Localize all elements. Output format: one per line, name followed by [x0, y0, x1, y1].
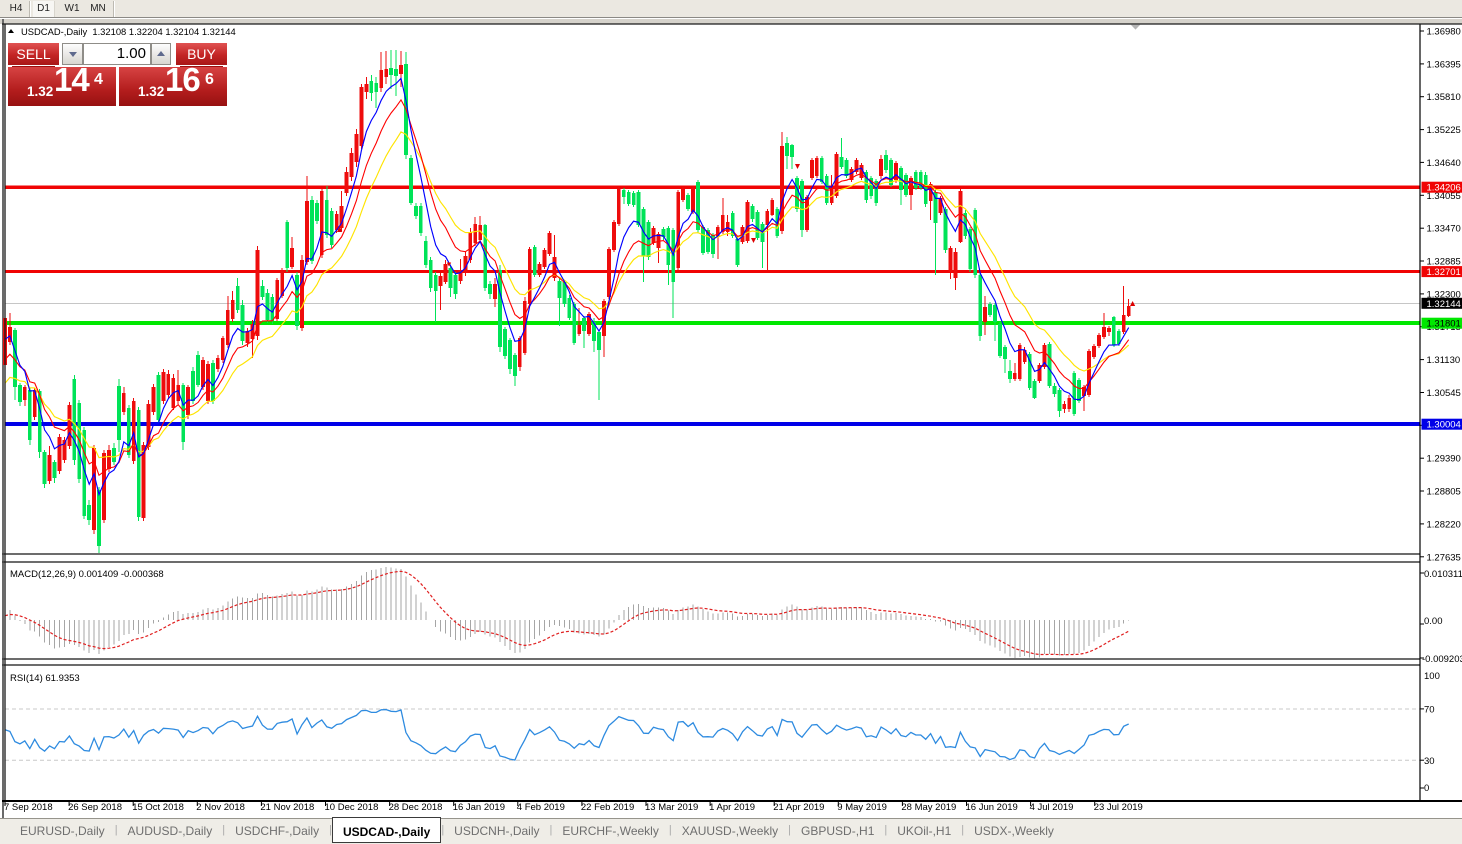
svg-text:1.32144: 1.32144: [1427, 299, 1461, 310]
svg-text:1.36395: 1.36395: [1427, 59, 1461, 70]
svg-text:16 Jan 2019: 16 Jan 2019: [453, 802, 505, 813]
svg-text:1.32300: 1.32300: [1427, 289, 1461, 300]
svg-text:1.30004: 1.30004: [1427, 420, 1461, 431]
svg-text:1.33470: 1.33470: [1427, 224, 1461, 235]
svg-text:-0.009203: -0.009203: [1422, 654, 1462, 665]
svg-text:1.34206: 1.34206: [1427, 183, 1461, 194]
svg-text:1.35810: 1.35810: [1427, 92, 1461, 103]
svg-text:4 Jul 2019: 4 Jul 2019: [1030, 802, 1074, 813]
svg-text:30: 30: [1424, 756, 1435, 767]
svg-text:1.30545: 1.30545: [1427, 388, 1461, 399]
svg-text:13 Mar 2019: 13 Mar 2019: [645, 802, 698, 813]
svg-text:26 Sep 2018: 26 Sep 2018: [68, 802, 122, 813]
svg-text:1.32701: 1.32701: [1427, 267, 1461, 278]
svg-text:1.35225: 1.35225: [1427, 125, 1461, 136]
svg-text:RSI(14) 61.9353: RSI(14) 61.9353: [10, 673, 80, 684]
svg-text:1.32885: 1.32885: [1427, 257, 1461, 268]
svg-text:21 Apr 2019: 21 Apr 2019: [773, 802, 824, 813]
svg-text:28 Dec 2018: 28 Dec 2018: [389, 802, 443, 813]
svg-text:0.010311: 0.010311: [1424, 569, 1462, 580]
svg-text:1.29390: 1.29390: [1427, 454, 1461, 465]
svg-text:1.28220: 1.28220: [1427, 519, 1461, 530]
svg-text:0.00: 0.00: [1424, 616, 1443, 627]
svg-text:1.34640: 1.34640: [1427, 158, 1461, 169]
svg-text:10 Dec 2018: 10 Dec 2018: [325, 802, 379, 813]
svg-text:MACD(12,26,9) 0.001409 -0.0003: MACD(12,26,9) 0.001409 -0.000368: [10, 569, 164, 580]
svg-text:70: 70: [1424, 705, 1435, 716]
svg-text:7 Sep 2018: 7 Sep 2018: [4, 802, 53, 813]
svg-text:1.31801: 1.31801: [1427, 319, 1461, 330]
svg-text:0: 0: [1424, 783, 1429, 794]
svg-text:15 Oct 2018: 15 Oct 2018: [132, 802, 184, 813]
svg-text:4 Feb 2019: 4 Feb 2019: [517, 802, 565, 813]
svg-text:23 Jul 2019: 23 Jul 2019: [1094, 802, 1143, 813]
svg-text:1.36980: 1.36980: [1427, 27, 1461, 38]
svg-text:1 Apr 2019: 1 Apr 2019: [709, 802, 755, 813]
svg-text:1.31130: 1.31130: [1427, 355, 1461, 366]
svg-text:2 Nov 2018: 2 Nov 2018: [196, 802, 245, 813]
svg-text:21 Nov 2018: 21 Nov 2018: [260, 802, 314, 813]
svg-text:16 Jun 2019: 16 Jun 2019: [966, 802, 1018, 813]
svg-text:9 May 2019: 9 May 2019: [837, 802, 887, 813]
svg-text:28 May 2019: 28 May 2019: [901, 802, 956, 813]
svg-text:22 Feb 2019: 22 Feb 2019: [581, 802, 634, 813]
svg-text:100: 100: [1424, 671, 1440, 682]
svg-text:1.28805: 1.28805: [1427, 487, 1461, 498]
svg-text:1.27635: 1.27635: [1427, 552, 1461, 563]
svg-text:1.34055: 1.34055: [1427, 191, 1461, 202]
